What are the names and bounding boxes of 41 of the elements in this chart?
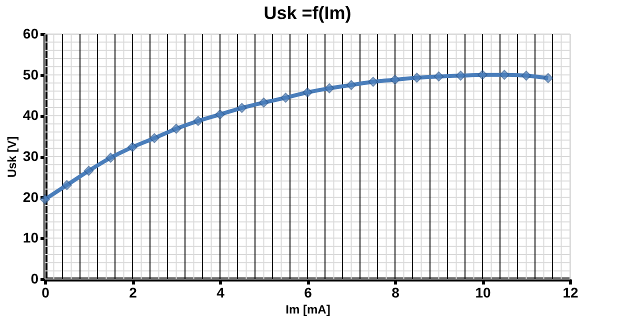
y-tick-label: 60 <box>22 26 39 42</box>
point <box>106 152 116 163</box>
point <box>302 87 312 98</box>
y-tick-label: 0 <box>30 270 39 286</box>
y-tick-label: 30 <box>22 148 39 164</box>
y-tick-label: 40 <box>22 107 39 124</box>
point <box>434 71 444 82</box>
y-tick-label: 20 <box>22 188 39 205</box>
point <box>258 98 269 108</box>
point <box>171 124 182 134</box>
x-tick-label: 2 <box>129 284 138 300</box>
point <box>149 133 160 144</box>
point <box>368 76 378 87</box>
point <box>62 180 72 190</box>
point <box>324 83 334 94</box>
x-tick-label: 10 <box>475 284 491 300</box>
point <box>236 102 247 113</box>
y-axis-title: Usk [V] <box>4 136 19 178</box>
point <box>456 70 466 81</box>
x-tick-label: 0 <box>42 284 50 300</box>
x-tick-label: 12 <box>562 284 578 300</box>
point <box>521 70 532 81</box>
x-tick-label: 4 <box>216 284 225 300</box>
x-tick-label: 8 <box>392 284 400 300</box>
point <box>499 70 510 80</box>
point <box>280 92 291 103</box>
point <box>40 194 50 204</box>
point <box>412 72 422 83</box>
point <box>215 109 225 120</box>
y-tick-label: 10 <box>22 230 39 246</box>
chart-title: Usk =f(Im) <box>264 3 352 23</box>
x-axis-title: Im [mA] <box>286 302 330 316</box>
point <box>478 70 488 80</box>
point <box>84 166 94 176</box>
point <box>193 116 204 126</box>
point <box>390 74 400 85</box>
y-tick-label: 50 <box>22 66 39 82</box>
point <box>346 80 356 90</box>
point <box>128 142 138 152</box>
point <box>543 73 554 84</box>
x-tick-label: 6 <box>304 284 312 300</box>
